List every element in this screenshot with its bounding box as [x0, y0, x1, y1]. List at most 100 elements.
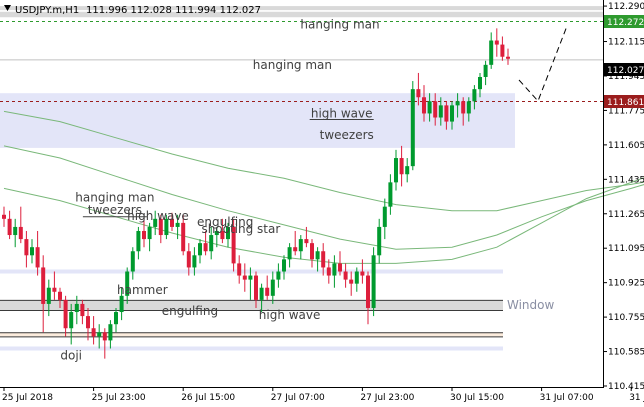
candle — [91, 316, 96, 345]
pattern-label: high wave — [127, 209, 189, 223]
time-scale: 25 Jul 2018 25 Jul 23:00 26 Jul 15:00 27 Ju… — [2, 387, 644, 403]
projection-layer — [518, 25, 568, 102]
candle — [321, 243, 326, 276]
moving-average-line-2 — [3, 177, 644, 264]
zone-1 — [0, 11, 603, 18]
candle — [108, 320, 113, 349]
candle — [52, 271, 57, 300]
candle — [461, 97, 466, 126]
candle — [158, 214, 163, 244]
candle — [13, 218, 18, 248]
candle — [186, 243, 191, 276]
candle — [46, 279, 51, 317]
moving-average-line-1 — [3, 145, 644, 250]
pattern-label: hanging man — [300, 17, 379, 31]
candle — [366, 271, 370, 325]
candle — [30, 239, 34, 264]
candle — [304, 226, 309, 248]
candle — [142, 218, 146, 248]
candle — [326, 259, 331, 284]
candle — [438, 97, 443, 126]
price-tick-label: 112.115 — [608, 38, 644, 48]
candle — [220, 218, 225, 244]
candle — [80, 299, 85, 325]
candle — [24, 230, 29, 268]
pattern-label: hanging man — [253, 58, 332, 72]
current-price-tag: 112.027 — [607, 66, 644, 76]
time-tick-label: 31 Jul 07:00 — [540, 393, 594, 403]
candle — [349, 271, 354, 296]
price-tick-label: 112.290 — [608, 2, 644, 12]
candle — [343, 263, 348, 288]
candle — [500, 36, 505, 61]
axis-layer — [0, 0, 604, 388]
zone-4 — [0, 299, 503, 311]
candle — [175, 214, 180, 240]
candle — [382, 198, 387, 240]
price-tick-label: 111.435 — [608, 175, 644, 185]
price-tick-label: 111.945 — [608, 72, 644, 82]
candle — [338, 251, 342, 276]
price-tags-layer: 112.272 112.027 111.861 — [604, 15, 644, 108]
candle — [248, 267, 253, 300]
candle — [237, 255, 242, 284]
candle — [192, 247, 197, 276]
collapse-arrow-icon[interactable] — [4, 5, 11, 11]
candle — [2, 206, 6, 227]
candle — [478, 72, 482, 98]
time-tick-label: 25 Jul 2018 — [2, 393, 53, 403]
candle — [298, 235, 303, 260]
candle — [18, 206, 23, 244]
candle — [422, 85, 426, 122]
current-price-tag-bg — [604, 63, 644, 76]
zone-6 — [0, 346, 503, 351]
candle — [444, 101, 449, 130]
candle — [7, 210, 12, 240]
time-tick-label: 31 Jul 23:00 — [629, 393, 644, 403]
price-tick-label: 110.585 — [608, 348, 644, 358]
chart-header: USDJPY.m,H1 111.996 112.028 111.994 112.… — [4, 5, 261, 16]
candle — [455, 93, 460, 118]
candle — [74, 295, 79, 325]
candle — [114, 307, 118, 333]
candle — [287, 243, 292, 268]
candle — [41, 255, 46, 333]
time-tick-label: 25 Jul 23:00 — [92, 393, 146, 403]
price-tick-label: 111.095 — [608, 244, 644, 254]
red-level-tag: 111.861 — [607, 98, 644, 108]
zone-0 — [0, 6, 603, 11]
candle — [483, 60, 488, 86]
candle — [489, 32, 494, 69]
candle — [254, 271, 258, 308]
price-scale: 112.290 112.115 111.945 111.775 111.605 111.4… — [603, 2, 644, 392]
pattern-label: engulfing — [162, 304, 218, 318]
price-tick-label: 111.605 — [608, 141, 644, 151]
pattern-label: shooting star — [201, 222, 280, 236]
candle — [203, 230, 208, 256]
candle — [315, 247, 320, 272]
time-tick-label: 27 Jul 23:00 — [360, 393, 414, 403]
pattern-label: tweezers — [320, 128, 374, 142]
candle — [332, 255, 337, 288]
red-level-tag-bg — [604, 95, 644, 108]
candle — [259, 283, 264, 313]
candle — [427, 93, 432, 122]
symbol-label: USDJPY.m,H1 — [15, 5, 79, 16]
candle — [354, 267, 359, 292]
candle — [181, 214, 186, 256]
projection-dashed-path — [518, 25, 568, 102]
candle — [360, 259, 365, 284]
candle — [119, 287, 124, 321]
moving-averages-layer — [3, 110, 644, 264]
candle — [209, 226, 214, 260]
pattern-label: high wave — [311, 107, 373, 121]
candle — [388, 174, 393, 215]
levels-layer — [0, 21, 603, 102]
pattern-label: doji — [60, 349, 82, 363]
candle — [371, 247, 376, 317]
zone-2 — [0, 93, 515, 148]
price-tick-label: 111.775 — [608, 106, 644, 116]
window-zone-label: Window — [507, 298, 555, 312]
